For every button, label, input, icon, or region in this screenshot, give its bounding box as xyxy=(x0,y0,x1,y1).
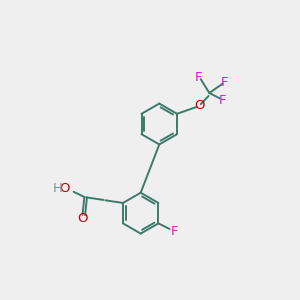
Text: F: F xyxy=(171,225,178,239)
Text: F: F xyxy=(221,76,229,89)
Text: H: H xyxy=(52,182,62,195)
Text: F: F xyxy=(195,71,203,84)
Text: O: O xyxy=(77,212,88,225)
Text: O: O xyxy=(59,182,70,195)
Text: F: F xyxy=(219,94,226,107)
Text: O: O xyxy=(194,99,205,112)
